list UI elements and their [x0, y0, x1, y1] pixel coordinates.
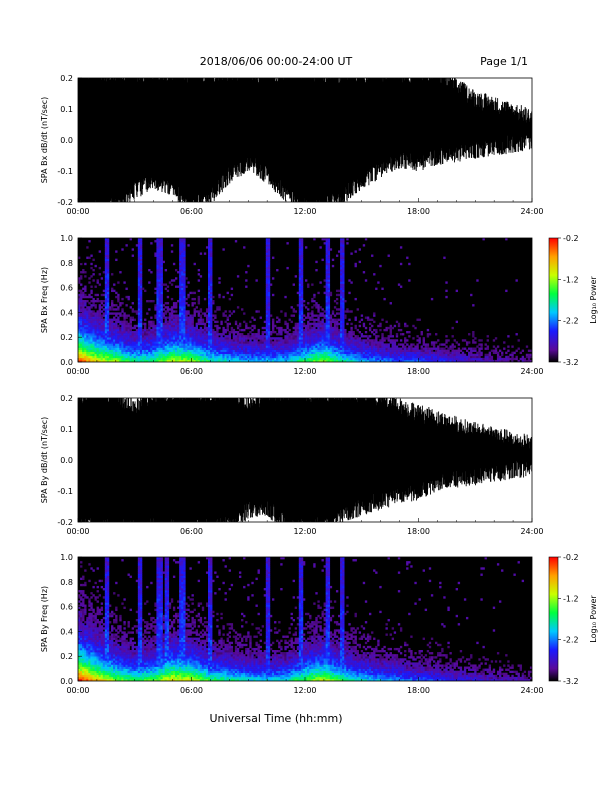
x-tick-label: 24:00 — [520, 527, 543, 536]
x-tick-label: 24:00 — [520, 207, 543, 216]
colorbar-tick-label: -0.2 — [563, 553, 579, 562]
waveform — [78, 398, 532, 522]
y-tick-label: 0.6 — [60, 284, 73, 293]
panel-1: -0.2 -0.1 0.0 0.1 0.2 00:00 06:00 12:00 18:00 24:… — [40, 74, 544, 216]
y-tick-label: 0.4 — [60, 308, 73, 317]
y-axis-label: SPA Bx Freq (Hz) — [40, 267, 49, 333]
x-tick-label: 00:00 — [66, 367, 89, 376]
colorbar-tick-label: -3.2 — [563, 358, 579, 367]
colorbar — [548, 556, 559, 682]
x-tick-label: 06:00 — [180, 527, 203, 536]
panel-3: -0.2 -0.1 0.0 0.1 0.2 00:00 06:00 12:00 18:00 24:… — [40, 394, 544, 536]
y-tick-label: 0.1 — [60, 425, 73, 434]
y-tick-label: 0.8 — [60, 578, 73, 587]
x-tick-label: 18:00 — [407, 207, 430, 216]
y-tick-label: 0.2 — [60, 652, 73, 661]
x-tick-label: 06:00 — [180, 367, 203, 376]
y-tick-label: 0.6 — [60, 603, 73, 612]
y-tick-label: 0.2 — [60, 394, 73, 403]
x-tick-label: 00:00 — [66, 207, 89, 216]
x-tick-label: 18:00 — [407, 367, 430, 376]
y-tick-label: 1.0 — [60, 234, 73, 243]
colorbar-tick-label: -3.2 — [563, 677, 579, 686]
x-tick-label: 00:00 — [66, 527, 89, 536]
x-tick-label: 06:00 — [180, 207, 203, 216]
y-axis-label: SPA By dB/dt (nT/sec) — [40, 417, 49, 504]
y-axis-label: SPA By Freq (Hz) — [40, 586, 49, 652]
y-tick-label: -0.2 — [57, 518, 73, 527]
y-tick-label: 0.0 — [60, 136, 73, 145]
signal-trace — [78, 398, 532, 522]
x-tick-label: 00:00 — [66, 686, 89, 695]
x-tick-label: 12:00 — [293, 527, 316, 536]
spectrogram — [78, 238, 532, 362]
colorbar — [548, 237, 559, 363]
colorbar-tick-label: -1.2 — [563, 275, 579, 284]
colorbar-tick-label: -1.2 — [563, 594, 579, 603]
colorbar-label: Log₁₀ Power — [589, 595, 598, 643]
x-tick-label: 12:00 — [293, 207, 316, 216]
x-tick-label: 18:00 — [407, 686, 430, 695]
y-tick-label: 0.0 — [60, 456, 73, 465]
panel-2: 0.0 0.2 0.4 0.6 0.8 1.0 -0.2 -1.2 -2.2 -3.2 Log₁₀ … — [40, 234, 598, 376]
x-tick-label: 24:00 — [520, 367, 543, 376]
y-tick-label: 0.0 — [60, 677, 73, 686]
x-tick-label: 12:00 — [293, 367, 316, 376]
y-tick-label: -0.1 — [57, 167, 73, 176]
y-tick-label: 0.8 — [60, 259, 73, 268]
y-tick-label: 0.4 — [60, 627, 73, 636]
page-indicator: Page 1/1 — [480, 55, 528, 68]
y-tick-label: 0.2 — [60, 74, 73, 83]
y-tick-label: 0.0 — [60, 358, 73, 367]
waveform — [78, 78, 532, 202]
colorbar-tick-label: -2.2 — [563, 636, 579, 645]
colorbar-tick-label: -0.2 — [563, 234, 579, 243]
y-tick-label: -0.2 — [57, 198, 73, 207]
x-axis-label: Universal Time (hh:mm) — [210, 712, 343, 725]
signal-trace — [78, 78, 532, 202]
x-tick-label: 24:00 — [520, 686, 543, 695]
y-tick-label: 0.1 — [60, 105, 73, 114]
y-tick-label: -0.1 — [57, 487, 73, 496]
y-tick-label: 0.2 — [60, 333, 73, 342]
figure-title: 2018/06/06 00:00-24:00 UT — [200, 55, 353, 68]
spectrogram — [78, 557, 532, 681]
y-axis-label: SPA Bx dB/dt (nT/sec) — [40, 97, 49, 184]
panel-4: 0.0 0.2 0.4 0.6 0.8 1.0 -0.2 -1.2 -2.2 -3.2 Log₁₀ … — [40, 553, 598, 695]
colorbar-tick-label: -2.2 — [563, 317, 579, 326]
y-tick-label: 1.0 — [60, 553, 73, 562]
x-tick-label: 18:00 — [407, 527, 430, 536]
x-tick-label: 06:00 — [180, 686, 203, 695]
x-tick-label: 12:00 — [293, 686, 316, 695]
colorbar-label: Log₁₀ Power — [589, 276, 598, 324]
